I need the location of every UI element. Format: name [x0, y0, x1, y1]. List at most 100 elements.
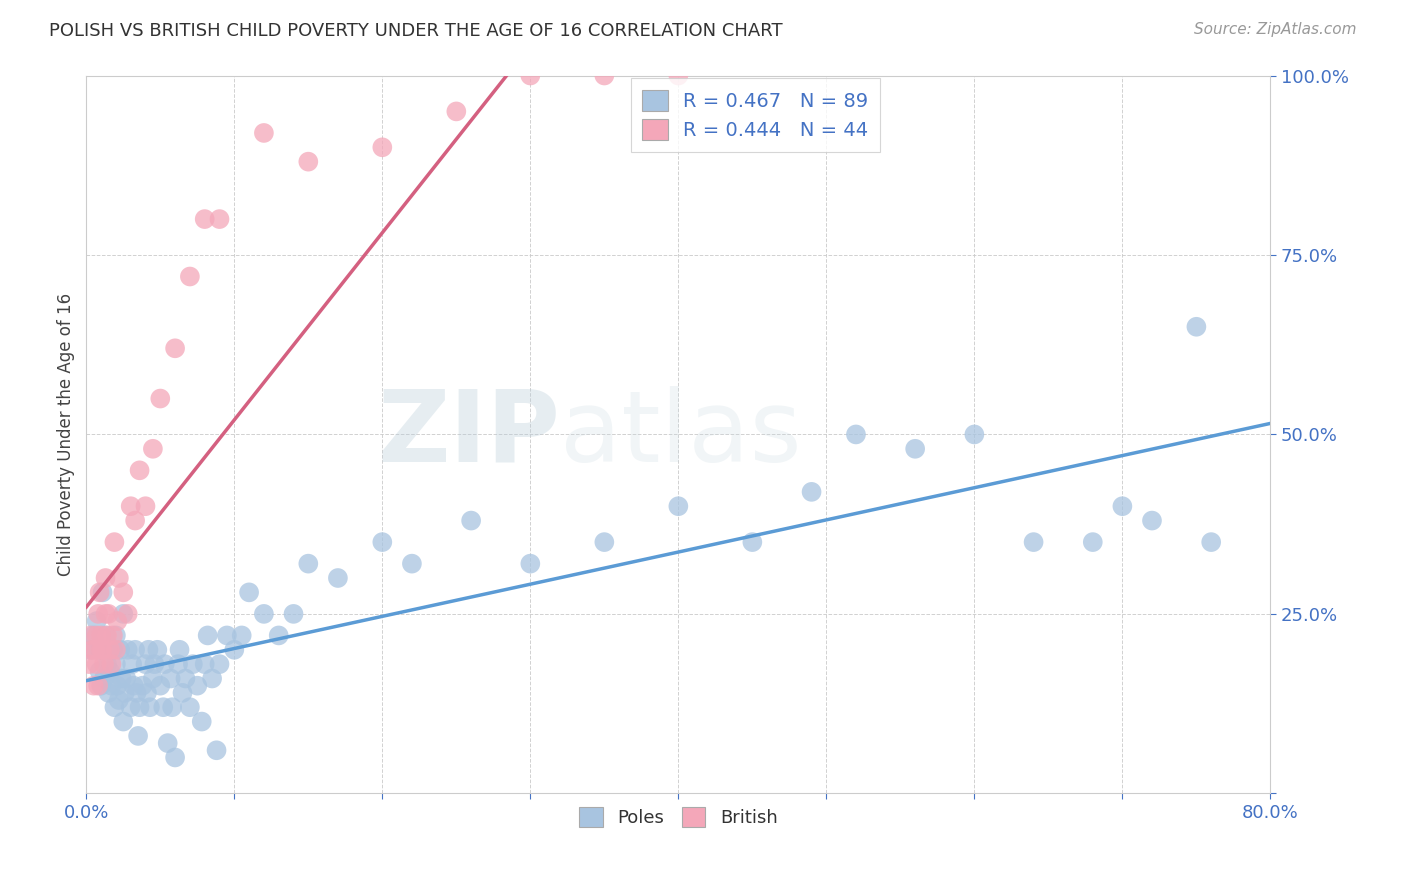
Text: Source: ZipAtlas.com: Source: ZipAtlas.com [1194, 22, 1357, 37]
Point [186, 679, 208, 693]
Point [1081, 535, 1104, 549]
Point [371, 140, 394, 154]
Point [127, 729, 149, 743]
Point [105, 614, 128, 628]
Point [131, 679, 153, 693]
Point [194, 657, 217, 672]
Point [165, 750, 187, 764]
Point [1140, 514, 1163, 528]
Point [231, 628, 253, 642]
Point [97, 607, 120, 621]
Point [101, 628, 124, 642]
Point [800, 484, 823, 499]
Point [149, 392, 172, 406]
Point [101, 642, 124, 657]
Point [904, 442, 927, 456]
Point [103, 535, 125, 549]
Point [142, 442, 165, 456]
Point [98, 642, 121, 657]
Point [120, 700, 142, 714]
Point [112, 585, 135, 599]
Point [297, 154, 319, 169]
Point [100, 679, 122, 693]
Point [181, 657, 204, 672]
Point [84, 642, 107, 657]
Point [174, 672, 197, 686]
Point [666, 500, 689, 514]
Point [80, 642, 103, 657]
Point [741, 535, 763, 549]
Point [115, 672, 138, 686]
Point [666, 69, 689, 83]
Point [83, 628, 105, 642]
Point [134, 657, 156, 672]
Point [519, 557, 541, 571]
Point [89, 665, 111, 679]
Point [142, 672, 165, 686]
Point [519, 69, 541, 83]
Point [152, 700, 174, 714]
Point [165, 341, 187, 355]
Point [86, 628, 108, 642]
Point [146, 642, 169, 657]
Point [121, 657, 143, 672]
Point [83, 679, 105, 693]
Legend: Poles, British: Poles, British [572, 800, 785, 835]
Point [371, 535, 394, 549]
Point [167, 657, 190, 672]
Point [104, 657, 127, 672]
Point [208, 212, 231, 227]
Point [96, 657, 118, 672]
Text: ZIP: ZIP [377, 386, 560, 483]
Point [215, 628, 238, 642]
Point [98, 665, 121, 679]
Point [460, 514, 482, 528]
Point [593, 69, 616, 83]
Point [194, 212, 217, 227]
Point [134, 500, 156, 514]
Text: atlas: atlas [560, 386, 801, 483]
Point [96, 628, 118, 642]
Point [446, 104, 468, 119]
Point [143, 657, 166, 672]
Point [401, 557, 423, 571]
Point [267, 628, 290, 642]
Point [97, 642, 120, 657]
Point [201, 672, 224, 686]
Point [108, 693, 131, 707]
Point [103, 700, 125, 714]
Point [179, 269, 201, 284]
Point [224, 642, 246, 657]
Point [111, 672, 134, 686]
Point [94, 607, 117, 621]
Point [108, 571, 131, 585]
Point [159, 672, 181, 686]
Point [90, 642, 112, 657]
Point [94, 571, 117, 585]
Point [105, 679, 128, 693]
Point [89, 585, 111, 599]
Point [90, 679, 112, 693]
Point [1022, 535, 1045, 549]
Point [326, 571, 349, 585]
Point [100, 657, 122, 672]
Point [112, 714, 135, 729]
Text: POLISH VS BRITISH CHILD POVERTY UNDER THE AGE OF 16 CORRELATION CHART: POLISH VS BRITISH CHILD POVERTY UNDER TH… [49, 22, 783, 40]
Point [93, 657, 115, 672]
Point [82, 642, 104, 657]
Point [124, 642, 146, 657]
Point [253, 607, 276, 621]
Point [117, 642, 139, 657]
Point [104, 642, 127, 657]
Point [94, 628, 117, 642]
Point [125, 686, 148, 700]
Point [128, 463, 150, 477]
Point [238, 585, 260, 599]
Point [845, 427, 868, 442]
Point [253, 126, 276, 140]
Point [86, 614, 108, 628]
Point [197, 628, 219, 642]
Point [120, 500, 142, 514]
Point [208, 657, 231, 672]
Point [110, 642, 132, 657]
